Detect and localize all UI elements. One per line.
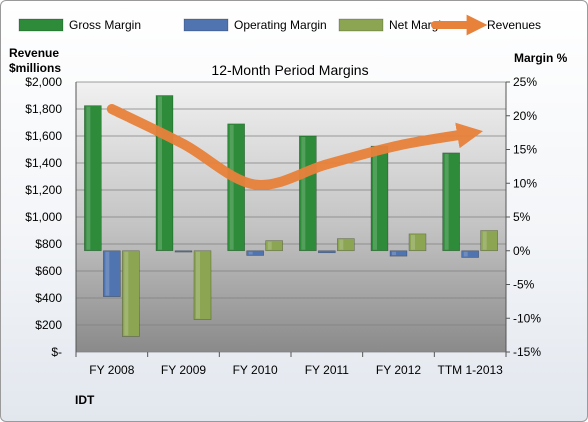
gross-margin-bar (442, 152, 460, 252)
x-tick-label: TTM 1-2013 (437, 363, 503, 377)
right-axis-label: Margin % (514, 51, 568, 65)
operating-margin-bar (246, 250, 264, 256)
operating-margin-bar (174, 250, 193, 253)
operating-margin-bar-highlight (248, 251, 253, 255)
left-tick-label: $1,400 (25, 156, 62, 170)
net-margin-bar (480, 230, 498, 252)
operating-margin-bar (103, 250, 121, 297)
revenues-line (106, 104, 483, 191)
right-tick-label: 25% (513, 75, 537, 89)
net-margin-bar-highlight (339, 239, 344, 250)
operating-margin-bar (461, 250, 479, 258)
left-tick-label: $200 (35, 318, 62, 332)
net-margin-legend-swatch (338, 18, 384, 32)
left-tick-label: $1,000 (25, 210, 62, 224)
x-tick-label: FY 2009 (161, 363, 206, 377)
gross-margin-bar-highlight (86, 106, 91, 250)
gross-margin-bar-highlight (373, 147, 377, 250)
net-margin-bar-highlight (196, 251, 200, 319)
net-margin-bar-highlight (411, 234, 415, 250)
gridlines (75, 81, 507, 353)
net-margin-bar-highlight (124, 251, 129, 336)
right-tick-label: 0% (513, 244, 531, 258)
operating-margin-legend-swatch (183, 18, 229, 32)
x-axis-ticks: FY 2008 FY 2009 FY 2010 FY 2011 FY 2012 TTM 1… (75, 352, 507, 377)
operating-margin-bar (389, 250, 408, 257)
right-tick-label: -10% (513, 311, 541, 325)
right-tick-label: 5% (513, 210, 531, 224)
net-margin-bar (193, 250, 212, 320)
operating-margin-legend-label: Operating Margin (234, 18, 327, 32)
x-tick-label: FY 2011 (305, 363, 350, 377)
gross-margin-legend-label: Gross Margin (69, 18, 141, 32)
gross-margin-bar (227, 123, 245, 252)
operating-margin-bar (318, 250, 336, 254)
right-tick-label: 20% (513, 109, 537, 123)
left-tick-label: $- (51, 345, 62, 359)
operating-margin-bar-highlight (463, 251, 468, 257)
legend: Gross Margin Operating Margin Net Margin Re… (18, 14, 541, 36)
x-tick-label: FY 2010 (233, 363, 278, 377)
revenue-line (106, 104, 483, 191)
gross-margin-legend-swatch (18, 18, 64, 32)
left-tick-label: $800 (35, 237, 62, 251)
gross-margin-bar-highlight (229, 124, 234, 250)
net-margin-bar (408, 233, 427, 252)
chart-title: 12-Month Period Margins (211, 62, 368, 78)
x-tick-label: FY 2008 (89, 363, 134, 377)
operating-margin-bar-highlight (105, 251, 110, 296)
left-tick-label: $1,800 (25, 102, 62, 116)
left-axis-label-line2: $millions (9, 61, 61, 75)
operating-margin-bar-highlight (392, 251, 396, 256)
left-tick-label: $1,200 (25, 183, 62, 197)
left-tick-label: $2,000 (25, 75, 62, 89)
left-tick-label: $400 (35, 291, 62, 305)
left-tick-label: $600 (35, 264, 62, 278)
right-tick-label: 15% (513, 143, 537, 157)
left-tick-label: $1,600 (25, 129, 62, 143)
net-margin-legend-label: Net Margin (389, 18, 448, 32)
net-margin-bar (337, 238, 355, 252)
gross-margin-bar-highlight (301, 137, 306, 250)
gross-margin-bar (84, 105, 102, 252)
left-axis-label-line1: Revenue (9, 46, 59, 60)
gross-margin-bar-highlight (158, 96, 162, 250)
right-axis-ticks: -15% -10% -5% 0% 5% 10% 15% 20% 25% (506, 75, 541, 359)
x-tick-label: FY 2012 (376, 363, 421, 377)
right-tick-label: -5% (513, 278, 535, 292)
gross-margin-bar-highlight (444, 153, 449, 250)
net-margin-bar-highlight (267, 241, 272, 250)
net-margin-bar (265, 240, 283, 252)
net-margin-bar (122, 250, 140, 337)
right-tick-label: 10% (513, 176, 537, 190)
left-axis-ticks: $- $200 $400 $600 $800 $1,000 $1,200 $1,400 $1,6… (25, 75, 62, 359)
right-tick-label: -15% (513, 345, 541, 359)
net-margin-bar-highlight (482, 231, 487, 250)
revenues-legend-label: Revenues (487, 18, 541, 32)
footer-company: IDT (75, 393, 95, 407)
